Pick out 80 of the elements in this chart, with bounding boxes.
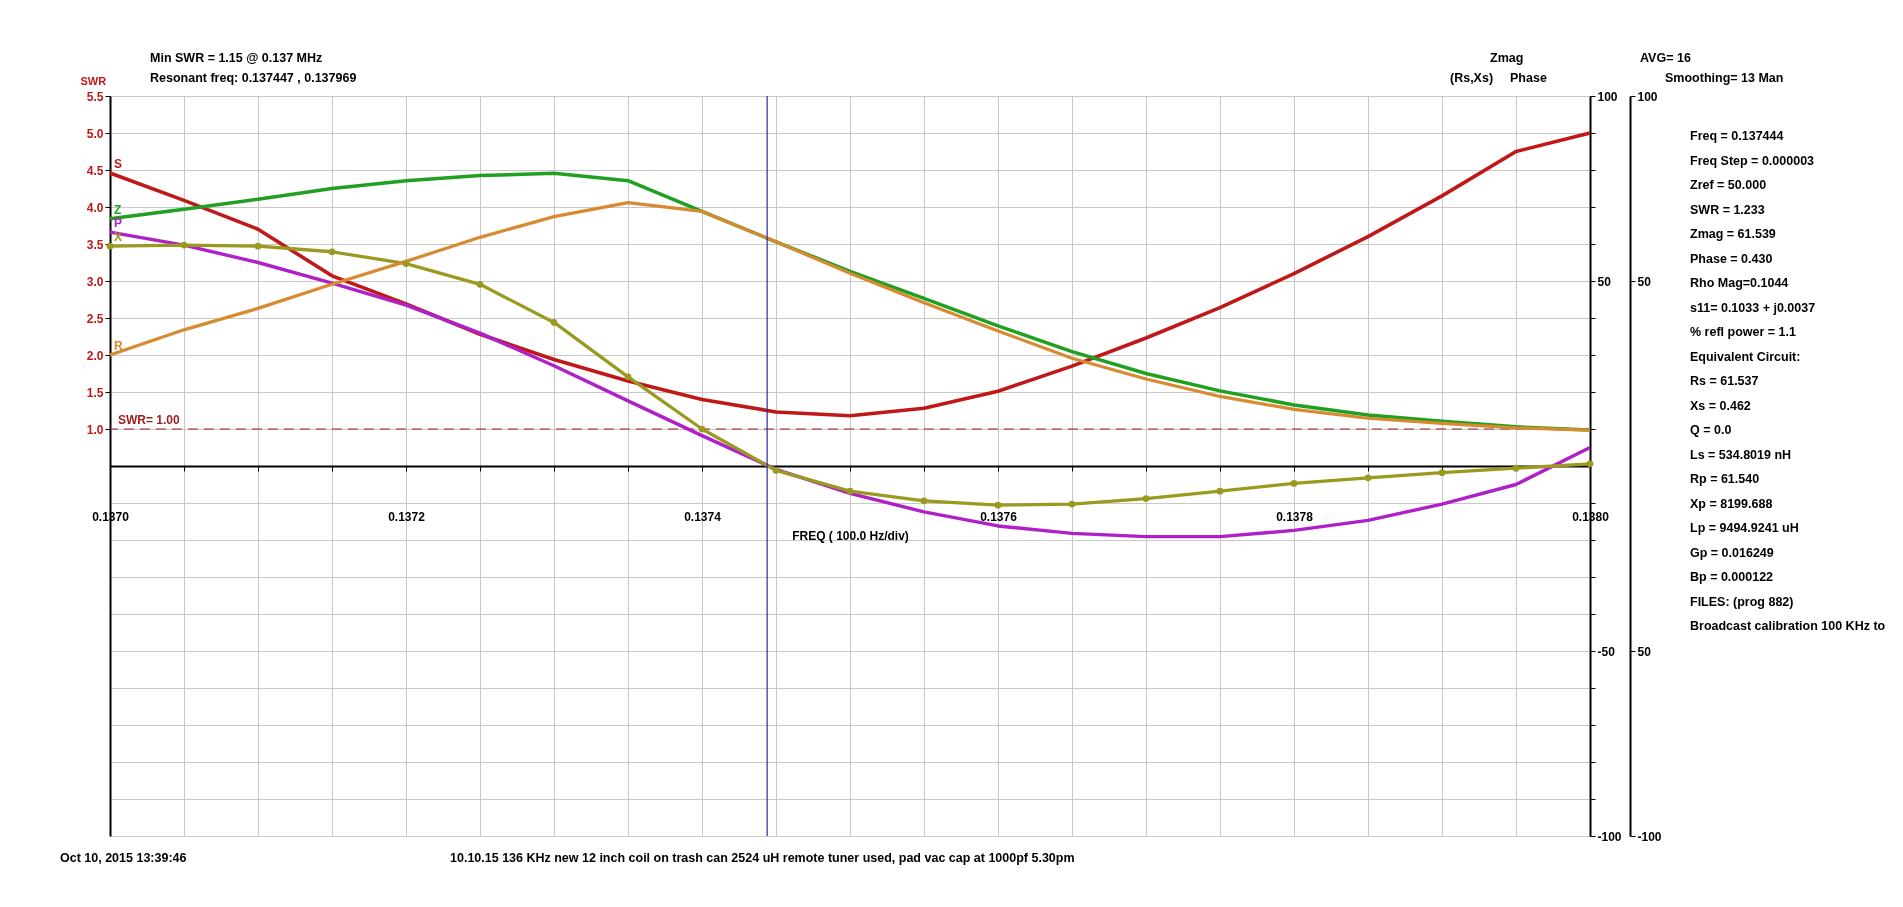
point [624,373,632,381]
y-tick-label: 2.0 [86,348,104,363]
text: % refl power = 1.1 [1690,325,1796,339]
point [1586,460,1594,468]
y-tick-label: 1.0 [86,422,104,437]
text: Broadcast calibration 100 KHz to [1690,619,1886,633]
y3-tick-label: 50 [1637,274,1652,289]
text: Xs = 0.462 [1690,398,1751,413]
text: 10.10.15 136 KHz new 12 inch coil on trash can 2524 uH remote tuner used, pad vac cap at 1000pf 5.30pm [450,851,1075,865]
text: Zref = 50.000 [1690,178,1767,192]
y2-tick-label: -50 [1597,644,1616,659]
y2-tick-label: -100 [1597,829,1622,844]
text: Lp = 9494.9241 uH [1690,521,1799,535]
text: Freq Step = 0.000003 [1690,153,1815,168]
point [180,241,188,249]
x-tick-label: 0.1374 [684,509,722,524]
text: Zmag = 61.539 [1690,227,1776,241]
y-tick-label: 3.0 [86,274,104,289]
text: Ls = 534.8019 nH [1690,447,1792,462]
point [1364,474,1372,482]
y-tick-label: 4.0 [86,200,104,215]
x-tick-label: 0.1376 [980,509,1018,524]
text: Resonant freq: 0.137447 , 0.137969 [150,71,357,85]
text: Rs = 61.537 [1690,374,1759,388]
text: Oct 10, 2015 13:39:46 [60,851,187,865]
text: s11= 0.1033 + j0.0037 [1690,300,1816,315]
point [994,501,1002,509]
series-label: P [114,216,123,231]
text: Equivalent Circuit: [1690,349,1801,364]
y3-tick-label: 50 [1637,644,1652,659]
text: FILES: (prog 882) [1690,594,1794,609]
series-label: S [114,156,123,171]
point [106,242,114,250]
text: SWR = 1.233 [1690,202,1765,217]
text: Q = 0.0 [1690,423,1732,437]
point [1142,495,1150,502]
point [402,260,410,267]
text: Zmag [1490,51,1524,65]
text: Phase = 0.430 [1690,251,1773,266]
text: Rho Mag=0.1044 [1690,276,1789,290]
y-axis-title: SWR [80,74,107,87]
text: Xp = 8199.688 [1690,496,1773,511]
y-tick-label: 3.5 [86,237,104,252]
text: Freq = 0.137444 [1690,129,1784,143]
y2-tick-label: 100 [1597,89,1618,104]
text: Phase [1510,71,1547,85]
point [1216,487,1224,495]
x-tick-label: 0.1372 [388,509,426,524]
series-label: Z [114,202,122,217]
y-tick-label: 5.0 [86,126,104,141]
y-tick-label: 1.5 [86,385,104,400]
point [920,497,928,505]
y3-tick-label: 100 [1637,89,1658,104]
point [1512,464,1520,472]
series-label: R [114,339,123,353]
y-tick-label: 5.5 [86,89,104,104]
x-axis-title: FREQ ( 100.0 Hz/div) [792,528,909,543]
text: (Rs,Xs) [1450,71,1494,85]
point [328,248,336,256]
text: Bp = 0.000122 [1690,570,1774,584]
y2-tick-label: 50 [1597,274,1612,289]
y-tick-label: 2.5 [86,311,104,326]
point [1068,500,1076,508]
point [1290,480,1298,487]
point [550,319,558,326]
text: Smoothing= 13 Man [1665,71,1784,85]
point [698,425,706,433]
y-tick-label: 4.5 [86,163,104,178]
point [476,280,484,288]
point [772,467,780,474]
text: AVG= 16 [1640,51,1691,65]
text: Min SWR = 1.15 @ 0.137 MHz [150,51,323,65]
ref-line-label: SWR= 1.00 [118,413,181,427]
text: Rp = 61.540 [1690,472,1760,486]
text: Gp = 0.016249 [1690,545,1774,560]
point [846,487,854,495]
point [254,242,262,250]
point [1438,469,1446,477]
x-tick-label: 0.1378 [1276,509,1314,524]
y3-tick-label: -100 [1637,829,1662,844]
